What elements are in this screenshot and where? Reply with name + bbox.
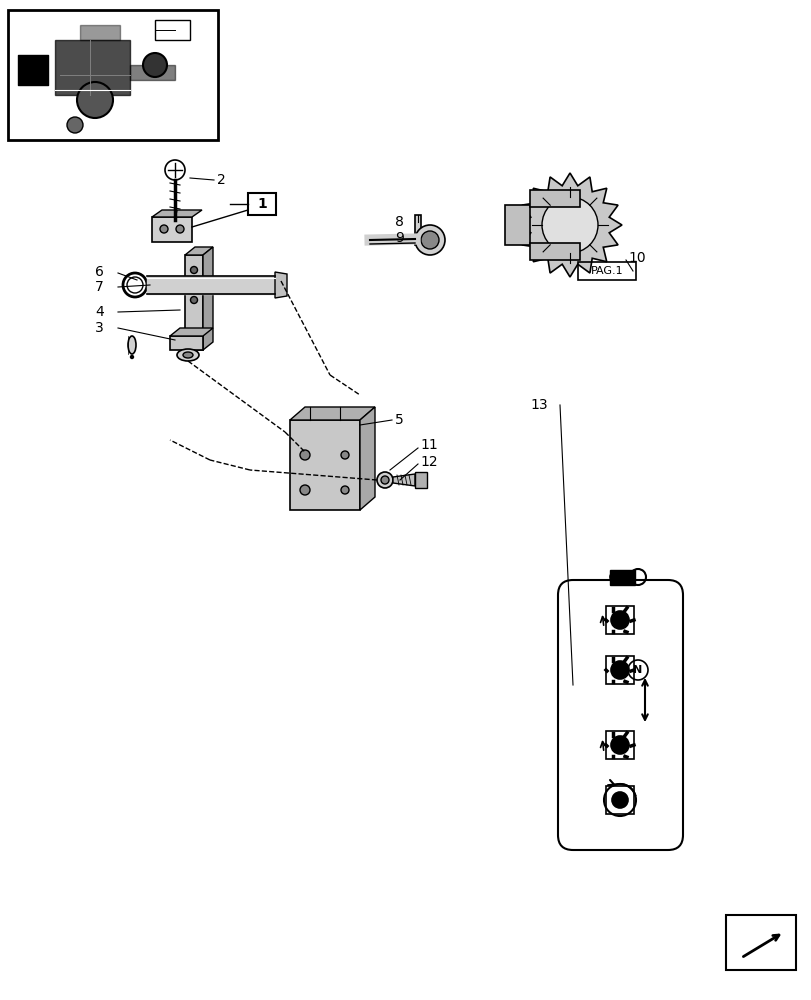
Circle shape [541, 197, 597, 253]
Polygon shape [185, 247, 212, 255]
Text: 12: 12 [419, 455, 437, 469]
Circle shape [610, 611, 629, 629]
Polygon shape [203, 247, 212, 350]
Bar [609, 570, 634, 585]
Polygon shape [414, 472, 427, 488]
FancyBboxPatch shape [557, 580, 682, 850]
Polygon shape [169, 328, 212, 336]
Text: 1: 1 [257, 197, 267, 211]
Circle shape [610, 736, 629, 754]
Circle shape [380, 476, 388, 484]
Polygon shape [130, 65, 175, 80]
Text: 6: 6 [95, 265, 104, 279]
Circle shape [176, 225, 184, 233]
Circle shape [160, 225, 168, 233]
Text: 8: 8 [394, 215, 403, 229]
Bar [605, 606, 633, 634]
Circle shape [611, 792, 627, 808]
Polygon shape [169, 336, 203, 350]
Bar [577, 262, 635, 280]
Circle shape [420, 231, 439, 249]
Circle shape [341, 486, 349, 494]
Ellipse shape [182, 352, 193, 358]
Ellipse shape [177, 349, 199, 361]
Polygon shape [152, 217, 191, 242]
Text: 3: 3 [95, 321, 104, 335]
Circle shape [299, 450, 310, 460]
Bar [725, 915, 795, 970]
Polygon shape [504, 205, 530, 245]
Polygon shape [290, 407, 375, 420]
Bar [247, 193, 276, 215]
Circle shape [414, 225, 444, 255]
Polygon shape [359, 407, 375, 510]
Text: 9: 9 [394, 231, 403, 245]
Circle shape [191, 282, 197, 288]
Circle shape [67, 117, 83, 133]
Circle shape [131, 356, 133, 359]
Circle shape [143, 53, 167, 77]
Circle shape [299, 485, 310, 495]
Text: 13: 13 [530, 398, 547, 412]
Polygon shape [290, 420, 359, 510]
Text: N: N [633, 665, 642, 675]
Circle shape [77, 82, 113, 118]
Polygon shape [275, 272, 286, 298]
Polygon shape [185, 255, 203, 350]
Ellipse shape [128, 336, 135, 354]
Polygon shape [80, 25, 120, 40]
Polygon shape [152, 210, 202, 217]
Polygon shape [530, 190, 579, 207]
Polygon shape [55, 40, 130, 95]
Polygon shape [517, 173, 621, 277]
Polygon shape [530, 243, 579, 260]
Polygon shape [393, 474, 414, 486]
Text: 10: 10 [627, 251, 645, 265]
Text: 2: 2 [217, 173, 225, 187]
Bar [605, 786, 633, 814]
Circle shape [191, 266, 197, 273]
Circle shape [376, 472, 393, 488]
Circle shape [341, 451, 349, 459]
Circle shape [610, 661, 629, 679]
Bar [605, 656, 633, 684]
Bar [8, 10, 217, 140]
Text: 4: 4 [95, 305, 104, 319]
Bar [414, 215, 420, 245]
Text: 11: 11 [419, 438, 437, 452]
Text: 5: 5 [394, 413, 403, 427]
Bar [605, 731, 633, 759]
Bar [155, 20, 190, 40]
Text: 7: 7 [95, 280, 104, 294]
Circle shape [191, 296, 197, 304]
Text: PAG.1: PAG.1 [590, 266, 623, 276]
